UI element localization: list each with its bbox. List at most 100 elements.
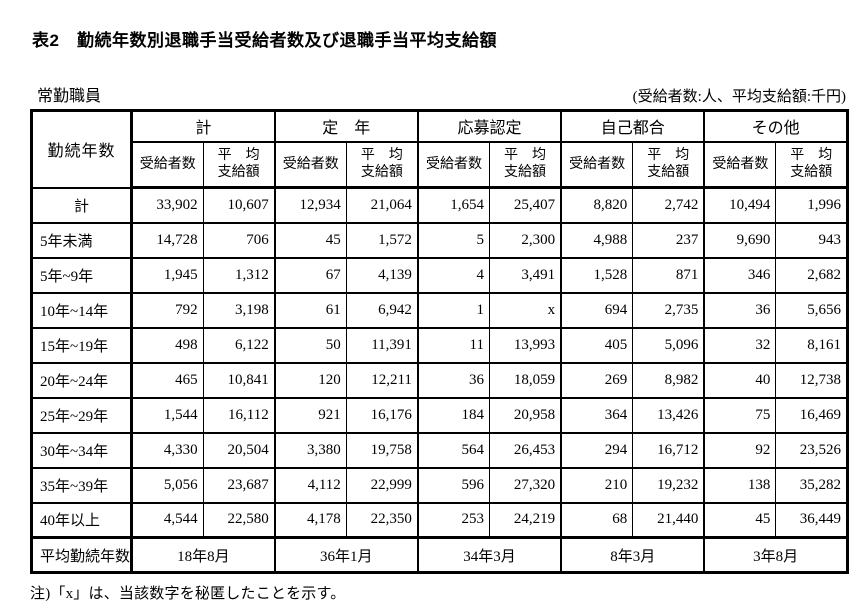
- avg-payment-value: 4,139: [345, 256, 419, 294]
- recipients-value: 1,528: [560, 256, 634, 294]
- row-label: 5年~9年: [31, 256, 133, 294]
- avg-payment-value: 22,580: [202, 501, 276, 539]
- table-row: 5年未満 14,728 706 45 1,572 5 2,300 4,988 237 9,690 9…: [31, 221, 849, 259]
- recipients-value: 184: [416, 396, 490, 434]
- avg-service-other: 3年8月: [703, 536, 849, 574]
- row-label: 5年未満: [31, 221, 133, 259]
- col-header-recipients: 受給者数: [273, 140, 347, 189]
- recipients-value: 1: [416, 291, 490, 329]
- avg-payment-value: 26,453: [489, 431, 562, 469]
- avg-payment-value: 19,232: [632, 466, 705, 504]
- staff-type-label: 常勤職員: [37, 88, 102, 105]
- recipients-value: 4,988: [560, 221, 634, 259]
- avg-payment-value: 16,712: [632, 431, 705, 469]
- recipients-value: 4,178: [273, 501, 347, 539]
- recipients-value: 14,728: [130, 221, 204, 259]
- recipients-value: 346: [703, 256, 777, 294]
- avg-payment-value: 1,312: [202, 256, 276, 294]
- avg-header-line1: 平 均: [647, 147, 690, 163]
- recipients-value: 33,902: [130, 186, 204, 224]
- avg-payment-value: 871: [632, 256, 705, 294]
- avg-service-total: 18年8月: [130, 536, 276, 574]
- avg-payment-value: 22,999: [345, 466, 419, 504]
- avg-service-application: 34年3月: [416, 536, 562, 574]
- table-subhead: 常勤職員 (受給者数:人、平均支給額:千円): [30, 82, 846, 106]
- avg-payment-value: 11,391: [345, 326, 419, 364]
- recipients-value: 10,494: [703, 186, 777, 224]
- recipients-value: 138: [703, 466, 777, 504]
- recipients-value: 694: [560, 291, 634, 329]
- group-header-application-certified: 応募認定: [416, 109, 562, 143]
- recipients-value: 269: [560, 361, 634, 399]
- row-label: 20年~24年: [31, 361, 133, 399]
- col-header-average-payment: 平 均支給額: [632, 140, 705, 189]
- avg-service-personal: 8年3月: [560, 536, 705, 574]
- retirement-allowance-table: 勤続年数 計 定 年 応募認定 自己都合 その他 受給者数平 均支給額 受給者数平…: [30, 109, 850, 574]
- avg-header-line2: 支給額: [790, 165, 833, 181]
- table-row: 40年以上 4,544 22,580 4,178 22,350 253 24,219 68 21…: [31, 501, 849, 539]
- avg-header-line1: 平 均: [790, 147, 833, 163]
- sub-header-row: 受給者数平 均支給額 受給者数平 均支給額 受給者数平 均支給額 受給者数平 均支給額…: [32, 140, 849, 189]
- avg-payment-value: 20,504: [202, 431, 276, 469]
- avg-payment-value: 24,219: [489, 501, 562, 539]
- avg-payment-value: 23,526: [775, 431, 849, 469]
- avg-payment-value: 3,491: [489, 256, 562, 294]
- avg-payment-value: 1,996: [775, 186, 849, 224]
- avg-payment-value: 2,300: [489, 221, 562, 259]
- recipients-value: 92: [703, 431, 777, 469]
- table-row: 計 33,902 10,607 12,934 21,064 1,654 25,407 8,82…: [31, 186, 849, 224]
- table-row: 10年~14年 792 3,198 61 6,942 1 x 694 2,735 36 5,656: [31, 291, 849, 329]
- avg-payment-value: 10,841: [202, 361, 276, 399]
- table-row: 35年~39年 5,056 23,687 4,112 22,999 596 27,320 21…: [31, 466, 849, 504]
- avg-header-line1: 平 均: [360, 147, 403, 163]
- col-header-average-payment: 平 均支給額: [775, 140, 849, 189]
- recipients-value: 405: [560, 326, 634, 364]
- row-label: 15年~19年: [31, 326, 133, 364]
- recipients-value: 50: [273, 326, 347, 364]
- avg-payment-value: 8,982: [632, 361, 705, 399]
- avg-payment-value: 6,942: [345, 291, 419, 329]
- recipients-value: 32: [703, 326, 777, 364]
- page-title: 表2 勤続年数別退職手当受給者数及び退職手当平均支給額: [32, 31, 497, 50]
- recipients-value: 36: [416, 361, 490, 399]
- col-header-recipients: 受給者数: [416, 140, 490, 189]
- recipients-value: 9,690: [703, 221, 777, 259]
- avg-header-line1: 平 均: [504, 147, 547, 163]
- avg-payment-value: 943: [775, 221, 849, 259]
- footer-row-label: 平均勤続年数: [31, 536, 133, 574]
- avg-payment-value: 2,735: [632, 291, 705, 329]
- row-label: 35年~39年: [31, 466, 133, 504]
- recipients-value: 120: [273, 361, 347, 399]
- table-row: 30年~34年 4,330 20,504 3,380 19,758 564 26,453 29…: [31, 431, 849, 469]
- avg-payment-value: 36,449: [775, 501, 849, 539]
- avg-payment-value: x: [489, 291, 562, 329]
- table-body: 計 33,902 10,607 12,934 21,064 1,654 25,407 8,82…: [31, 186, 849, 539]
- avg-header-line2: 支給額: [360, 165, 403, 181]
- avg-payment-value: 25,407: [489, 186, 562, 224]
- corner-header-years-of-service: 勤続年数: [31, 109, 133, 189]
- avg-service-mandatory: 36年1月: [273, 536, 419, 574]
- average-service-row: 平均勤続年数 18年8月 36年1月 34年3月 8年3月 3年8月: [31, 536, 849, 574]
- avg-payment-value: 1,572: [345, 221, 419, 259]
- avg-payment-value: 5,656: [775, 291, 849, 329]
- recipients-value: 596: [416, 466, 490, 504]
- units-note: (受給者数:人、平均支給額:千円): [632, 89, 846, 105]
- avg-payment-value: 12,738: [775, 361, 849, 399]
- recipients-value: 5,056: [130, 466, 204, 504]
- row-label: 計: [31, 186, 133, 224]
- recipients-value: 61: [273, 291, 347, 329]
- row-label: 30年~34年: [31, 431, 133, 469]
- recipients-value: 1,945: [130, 256, 204, 294]
- avg-header-line2: 支給額: [217, 165, 260, 181]
- avg-payment-value: 12,211: [345, 361, 419, 399]
- avg-payment-value: 16,176: [345, 396, 419, 434]
- avg-payment-value: 16,469: [775, 396, 849, 434]
- avg-payment-value: 19,758: [345, 431, 419, 469]
- col-header-average-payment: 平 均支給額: [202, 140, 276, 189]
- avg-payment-value: 10,607: [202, 186, 276, 224]
- recipients-value: 465: [130, 361, 204, 399]
- recipients-value: 67: [273, 256, 347, 294]
- avg-header-line2: 支給額: [647, 165, 690, 181]
- avg-payment-value: 6,122: [202, 326, 276, 364]
